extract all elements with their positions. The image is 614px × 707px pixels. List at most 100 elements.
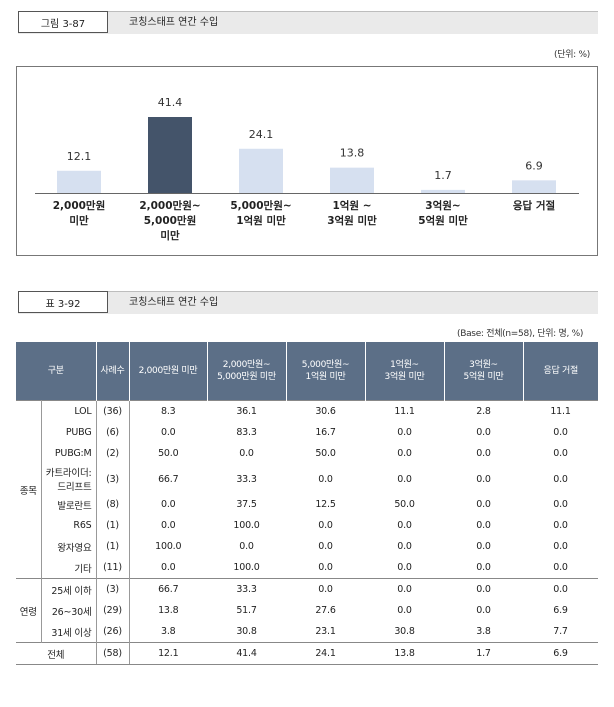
figure-header: 그림 3-87 코칭스태프 연간 수입 [18,11,598,34]
table-header: 표 3-92 코칭스태프 연간 수입 [18,291,598,314]
cell-value-3: 50.0 [394,499,415,510]
cell-value-0: 3.8 [160,626,176,637]
cell-value-2: 0.0 [286,578,365,600]
table-base-note: (Base: 전체(n=58), 단위: 명, %) [457,329,584,339]
category-label-5-0: 응답 거절 [513,199,555,212]
row-label: R6S [41,515,97,536]
table-row: 카트라이더: 드리프트 (3) 66.7 33.3 0.0 0.0 0.0 0.0 [16,464,598,494]
cell-value-2: 0.0 [318,562,333,573]
cell-value-2: 0.0 [318,541,333,552]
cell-value-3: 0.0 [397,520,412,531]
bar-0 [57,170,101,193]
cell-value-3: 0.0 [365,578,444,600]
table-row: PUBG:M (2) 50.0 0.0 50.0 0.0 0.0 0.0 [16,443,598,464]
cell-value-1: 83.3 [236,427,257,438]
cell-value-0: 66.7 [129,578,207,600]
group-total: 전체 (58) 12.1 41.4 24.1 13.8 1.7 6.9 [16,642,598,665]
category-label-1-1: 5,000만원 [144,214,197,227]
table-row: PUBG (6) 0.0 83.3 16.7 0.0 0.0 0.0 [16,422,598,443]
row-label: 왕자영요 [41,536,97,557]
total-value-5: 6.9 [523,642,598,665]
header-col-0: 2,000만원 미만 [128,342,207,401]
cell-value-3: 0.0 [397,427,412,438]
row-label: PUBG [41,422,97,443]
cell-value-5: 0.0 [553,541,568,552]
table-row: 기타 (11) 0.0 100.0 0.0 0.0 0.0 0.0 [16,557,598,579]
group-label: 연령 [16,578,42,643]
row-count: (1) [96,536,130,557]
header-col-5: 응답 거절 [522,342,598,401]
cell-value-2: 16.7 [315,427,336,438]
cell-value-4: 0.0 [476,605,491,616]
figure-title: 코칭스태프 연간 수입 [129,17,219,28]
cell-value-0: 50.0 [158,448,179,459]
total-value-4: 1.7 [444,642,523,665]
group-label: 종목 [16,400,42,579]
total-row: 전체 (58) 12.1 41.4 24.1 13.8 1.7 6.9 [16,642,598,665]
total-label: 전체 [16,642,97,665]
cell-value-2: 27.6 [315,605,336,616]
cell-value-1: 37.5 [236,499,257,510]
cell-value-2: 0.0 [318,520,333,531]
cell-value-4: 0.0 [476,427,491,438]
row-count: (3) [96,464,130,494]
row-count: (29) [96,600,130,621]
cell-value-5: 6.9 [553,605,568,616]
category-label-3-1: 3억원 미만 [327,214,377,227]
cell-value-0: 0.0 [160,499,176,510]
figure-unit: (단위: %) [554,50,590,60]
cell-value-3: 0.0 [397,541,412,552]
cell-value-5: 0.0 [553,562,568,573]
cell-value-4: 0.0 [476,499,491,510]
cell-value-4: 0.0 [476,541,491,552]
header-col-1: 2,000만원~ 5,000만원 미만 [206,342,286,401]
cell-value-5: 0.0 [553,448,568,459]
cell-value-0: 0.0 [160,427,176,438]
header-col-3: 1억원~ 3억원 미만 [364,342,444,401]
cell-value-0: 13.8 [158,605,179,616]
cell-value-4: 3.8 [476,626,491,637]
cell-value-0: 8.3 [129,400,207,422]
row-count: (3) [96,578,130,600]
cell-value-1: 0.0 [239,448,254,459]
total-value-2: 24.1 [286,642,365,665]
cell-value-4: 2.8 [444,400,523,422]
bar-value-label-3: 13.8 [340,147,365,160]
cell-value-5: 0.0 [553,427,568,438]
row-label: LOL [41,400,97,422]
cell-value-4: 0.0 [476,473,491,485]
row-count: (8) [96,494,130,515]
category-label-4-0: 3억원~ [425,199,460,212]
bar-5 [512,180,556,193]
cell-value-5: 0.0 [553,473,568,485]
cell-value-3: 0.0 [397,473,412,485]
cell-value-4: 0.0 [444,578,523,600]
cell-value-1: 36.1 [207,400,286,422]
cell-value-3: 0.0 [397,605,412,616]
category-label-2-1: 1억원 미만 [236,214,286,227]
cell-value-2: 50.0 [315,448,336,459]
table-row: 종목 LOL (36) 8.3 36.1 30.6 11.1 2.8 11.1 [16,400,598,579]
bar-value-label-5: 6.9 [525,159,543,172]
table-title: 코칭스태프 연간 수입 [129,297,219,308]
category-label-0-0: 2,000만원 [53,199,106,212]
row-count: (11) [96,557,130,579]
category-label-0-1: 미만 [69,214,89,227]
cell-value-0: 0.0 [160,562,176,573]
cell-value-1: 100.0 [233,562,260,573]
row-label: 발로란트 [41,494,97,515]
row-count: (2) [96,443,130,464]
header-col-4: 3억원~ 5억원 미만 [443,342,523,401]
category-label-1-2: 미만 [160,229,180,242]
total-value-1: 41.4 [207,642,286,665]
bar-4 [421,189,465,193]
cell-value-1: 33.3 [236,473,257,485]
cell-value-5: 0.0 [553,520,568,531]
bar-value-label-2: 24.1 [249,128,274,141]
bar-value-label-1: 41.4 [158,96,183,109]
row-label: 기타 [41,557,97,579]
cell-value-2: 12.5 [315,499,336,510]
cell-value-3: 0.0 [397,448,412,459]
data-table: 구분 사례수 2,000만원 미만 2,000만원~ 5,000만원 미만 5,000… [16,342,598,665]
row-label: 25세 이하 [41,578,97,600]
